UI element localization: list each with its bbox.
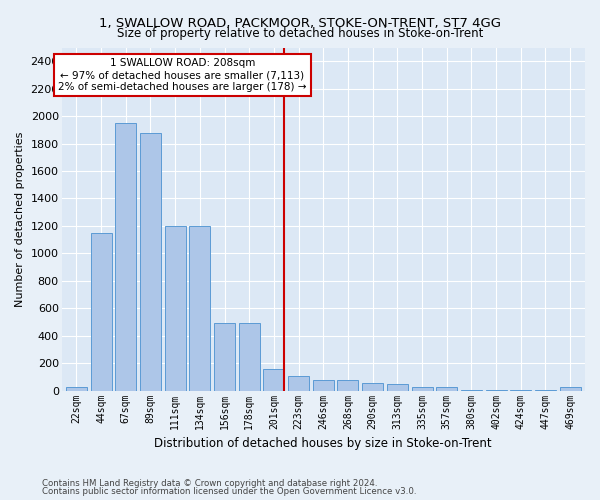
Bar	[387, 384, 408, 390]
Bar	[115, 123, 136, 390]
Text: 1, SWALLOW ROAD, PACKMOOR, STOKE-ON-TRENT, ST7 4GG: 1, SWALLOW ROAD, PACKMOOR, STOKE-ON-TREN…	[99, 18, 501, 30]
Bar	[190, 226, 211, 390]
Bar	[436, 387, 457, 390]
Bar	[362, 383, 383, 390]
Bar	[164, 226, 185, 390]
Y-axis label: Number of detached properties: Number of detached properties	[15, 132, 25, 307]
Bar	[412, 387, 433, 390]
Text: 1 SWALLOW ROAD: 208sqm
← 97% of detached houses are smaller (7,113)
2% of semi-d: 1 SWALLOW ROAD: 208sqm ← 97% of detached…	[58, 58, 307, 92]
Bar	[91, 233, 112, 390]
Text: Size of property relative to detached houses in Stoke-on-Trent: Size of property relative to detached ho…	[117, 28, 483, 40]
Bar	[560, 387, 581, 390]
Bar	[313, 380, 334, 390]
Bar	[66, 387, 87, 390]
Bar	[214, 324, 235, 390]
Bar	[337, 380, 358, 390]
Bar	[140, 134, 161, 390]
Bar	[288, 376, 309, 390]
Text: Contains HM Land Registry data © Crown copyright and database right 2024.: Contains HM Land Registry data © Crown c…	[42, 479, 377, 488]
Bar	[239, 324, 260, 390]
X-axis label: Distribution of detached houses by size in Stoke-on-Trent: Distribution of detached houses by size …	[154, 437, 492, 450]
Text: Contains public sector information licensed under the Open Government Licence v3: Contains public sector information licen…	[42, 487, 416, 496]
Bar	[263, 370, 284, 390]
